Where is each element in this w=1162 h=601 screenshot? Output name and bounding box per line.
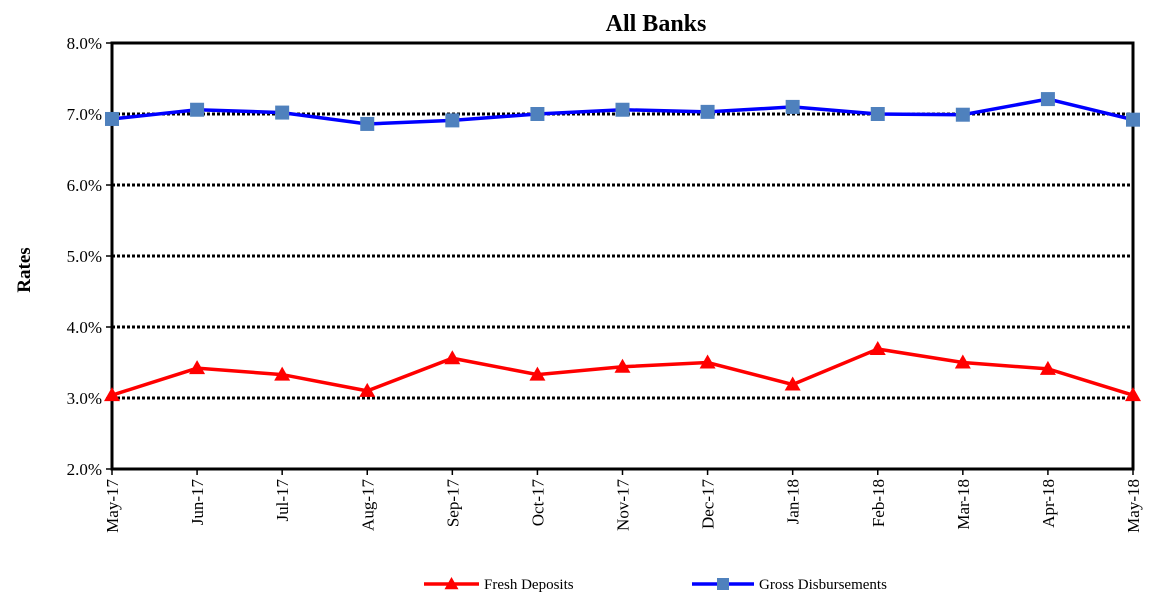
x-tick-label: Jan-18: [784, 479, 803, 524]
x-tick-label: Aug-17: [358, 479, 377, 531]
data-point-marker: [275, 105, 290, 120]
data-point-marker: [530, 107, 545, 121]
data-point-marker: [104, 387, 120, 402]
data-point-marker: [699, 354, 716, 369]
data-point-marker: [529, 366, 546, 381]
series-fresh-deposits: [104, 341, 1141, 402]
legend-marker: [444, 577, 459, 590]
legend-label: Fresh Deposits: [484, 577, 574, 593]
data-point-marker: [1040, 92, 1055, 107]
axes: 2.0% 3.0% 4.0% 5.0% 6.0% 7.0% 8.0% May-17 Jun-17…: [67, 34, 1143, 533]
data-point-marker: [869, 341, 886, 356]
data-point-marker: [954, 354, 971, 369]
x-tick-label: Mar-18: [954, 479, 973, 530]
y-tick-label: 8.0%: [67, 34, 102, 53]
legend-marker: [717, 578, 729, 590]
data-point-marker: [1125, 387, 1141, 402]
data-point-marker: [274, 366, 291, 381]
data-point-marker: [190, 102, 205, 117]
legend-item-gross-disbursements: Gross Disbursements: [692, 577, 887, 593]
legend-label: Gross Disbursements: [759, 577, 887, 593]
data-point-marker: [445, 113, 460, 128]
gridlines: [112, 112, 1133, 400]
x-tick-label: Oct-17: [528, 479, 547, 527]
data-point-marker: [614, 358, 631, 373]
data-point-marker: [615, 102, 630, 117]
x-tick-label: Dec-17: [699, 479, 718, 530]
x-tick-label: May-18: [1124, 479, 1143, 533]
y-tick-label: 6.0%: [67, 176, 102, 195]
data-point-marker: [1126, 112, 1140, 127]
y-tick-label: 5.0%: [67, 247, 102, 266]
y-tick-label: 3.0%: [67, 389, 102, 408]
chart-title: All Banks: [606, 11, 707, 37]
x-tick-label: Jul-17: [273, 479, 292, 522]
y-tick-label: 4.0%: [67, 318, 102, 337]
data-point-marker: [785, 99, 800, 114]
series-group: [104, 92, 1141, 402]
data-point-marker: [870, 107, 885, 121]
legend: Fresh Deposits Gross Disbursements: [424, 577, 887, 593]
x-tick-label: May-17: [103, 479, 122, 533]
y-tick-label: 7.0%: [67, 105, 102, 124]
y-axis-title: Rates: [14, 247, 35, 292]
series-gross-disbursements: [105, 92, 1140, 131]
data-point-marker: [444, 350, 461, 365]
data-point-marker: [359, 382, 376, 397]
data-point-marker: [1039, 360, 1056, 375]
x-tick-label: Apr-18: [1039, 479, 1058, 528]
x-tick-label: Feb-18: [869, 479, 888, 527]
x-tick-label: Nov-17: [614, 479, 633, 531]
legend-item-fresh-deposits: Fresh Deposits: [424, 577, 574, 593]
x-tick-label: Jun-17: [188, 479, 207, 526]
data-point-marker: [105, 111, 119, 126]
data-point-marker: [700, 104, 715, 119]
data-point-marker: [955, 107, 970, 122]
data-point-marker: [784, 376, 801, 391]
y-tick-label: 2.0%: [67, 460, 102, 479]
x-tick-label: Sep-17: [443, 479, 462, 528]
data-point-marker: [189, 360, 206, 375]
data-point-marker: [360, 116, 375, 131]
